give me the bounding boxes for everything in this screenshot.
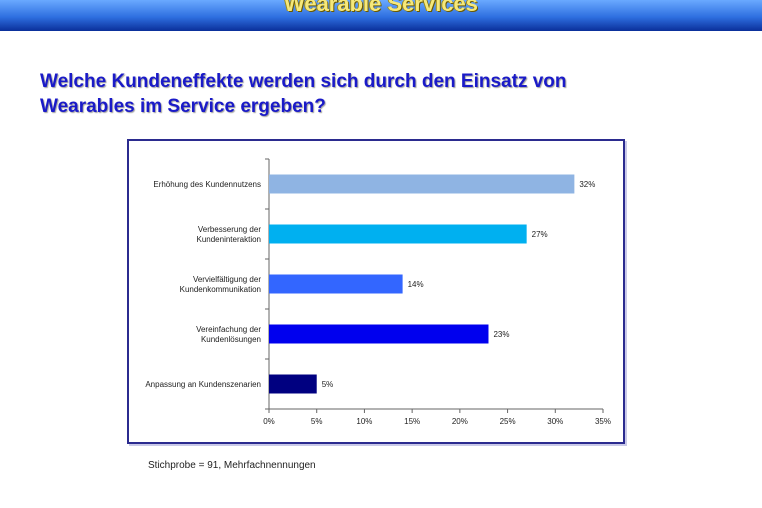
bar [269,274,403,294]
x-tick-label: 5% [311,417,323,426]
x-tick-label: 15% [404,417,420,426]
bar [269,374,317,394]
header-title: Wearable Services [283,0,479,16]
category-label: Vervielfältigung der Kundenkommunikation [180,275,262,294]
category-label: Vereinfachung der Kundenlösungen [196,325,261,344]
category-label-line: Vervielfältigung der [193,275,261,284]
value-label: 23% [493,330,509,339]
category-label-line: Kundenkommunikation [180,285,261,294]
bar-chart: 0% 5% 10% 15% 20% 25% 30% 35% 32% Erhöhung des Ku… [145,158,611,426]
category-label-line: Kundeninteraktion [197,235,262,244]
page-title-line-1: Welche Kundeneffekte werden sich durch d… [40,71,567,92]
x-tick-label: 35% [595,417,611,426]
value-label: 5% [322,380,334,389]
category-label-line: Erhöhung des Kundennutzens [153,180,261,189]
x-tick-label: 25% [500,417,516,426]
bar [269,174,575,194]
category-label: Anpassung an Kundenszenarien [145,380,261,389]
category-label: Erhöhung des Kundennutzens [153,180,261,189]
category-label: Verbesserung der Kundeninteraktion [197,225,262,244]
bar [269,224,527,244]
x-tick-label: 10% [356,417,372,426]
chart-frame: 0% 5% 10% 15% 20% 25% 30% 35% 32% Erhöhung des Ku… [127,139,625,444]
page-title-line-2: Wearables im Service ergeben? [40,96,326,117]
header-bar: Wearable Services [0,0,762,31]
x-tick-label: 20% [452,417,468,426]
x-tick-label: 30% [547,417,563,426]
category-label-line: Kundenlösungen [201,335,261,344]
value-label: 14% [408,280,424,289]
category-label-line: Verbesserung der [198,225,261,234]
value-label: 32% [579,180,595,189]
value-label: 27% [532,230,548,239]
page-title: Welche Kundeneffekte werden sich durch d… [40,69,740,119]
category-label-line: Anpassung an Kundenszenarien [145,380,261,389]
x-tick-label: 0% [263,417,275,426]
category-label-line: Vereinfachung der [196,325,261,334]
footnote: Stichprobe = 91, Mehrfachnennungen [148,460,316,471]
bar [269,324,489,344]
